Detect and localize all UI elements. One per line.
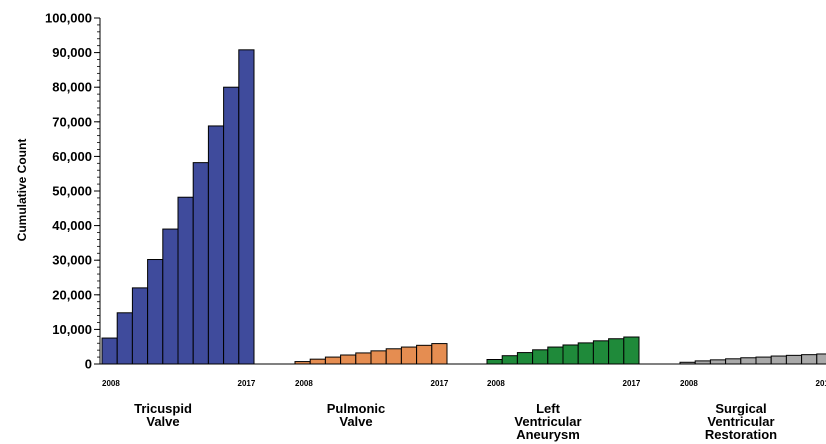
group-label: Surgical [715, 401, 766, 416]
bar [592, 340, 610, 365]
y-tick-label: 20,000 [52, 287, 92, 302]
bar [162, 228, 179, 365]
group-label: Valve [339, 414, 372, 429]
x-year-label-start: 2008 [487, 379, 505, 388]
bar [709, 359, 727, 365]
group-label: Tricuspid [134, 401, 192, 416]
x-labels: 2008 2017 2008 2017 2008 2017 2008 2017 [102, 379, 826, 388]
x-year-label-start: 2008 [102, 379, 120, 388]
group-label: Ventricular [707, 414, 774, 429]
x-year-label-end: 2017 [431, 379, 449, 388]
y-tick-label: 100,000 [45, 11, 92, 26]
bar [192, 162, 209, 365]
bar [516, 352, 534, 365]
bar-group [486, 336, 640, 365]
bar [400, 346, 418, 365]
bar [416, 344, 433, 365]
y-axis-title: Cumulative Count [15, 139, 29, 242]
bar [486, 359, 503, 365]
bar [116, 312, 133, 365]
bar [131, 287, 149, 365]
bar [725, 358, 742, 365]
y-tick-label: 70,000 [52, 114, 92, 129]
bar [532, 349, 549, 365]
bar [740, 357, 757, 365]
bar [147, 259, 164, 365]
y-tick-label: 40,000 [52, 218, 92, 233]
bar [431, 343, 448, 365]
bar [340, 354, 357, 365]
y-tick-label: 80,000 [52, 80, 92, 95]
bar [608, 338, 625, 365]
bar [501, 355, 518, 365]
x-year-label-end: 2017 [623, 379, 641, 388]
bar [355, 352, 372, 365]
y-tick-label: 0 [85, 357, 92, 372]
y-tick-label: 30,000 [52, 253, 92, 268]
group-label: Left [536, 401, 561, 416]
bars [101, 49, 826, 365]
y-tick-label: 60,000 [52, 149, 92, 164]
bar [385, 348, 402, 365]
group-label: Aneurysm [516, 427, 580, 442]
group-label: Ventricular [514, 414, 581, 429]
bar-group [101, 49, 255, 365]
bar [547, 346, 564, 365]
y-tick-label: 90,000 [52, 45, 92, 60]
bar [679, 361, 696, 365]
bar [309, 358, 326, 365]
bar-group [294, 343, 448, 365]
bar [770, 355, 787, 365]
y-tick-label: 10,000 [52, 322, 92, 337]
x-year-label-start: 2008 [295, 379, 313, 388]
bar [207, 125, 225, 365]
bar [694, 360, 711, 365]
bar [101, 337, 118, 365]
group-label: Valve [146, 414, 179, 429]
bar [562, 344, 579, 365]
group-labels: TricuspidValvePulmonicValveLeftVentricul… [134, 401, 777, 442]
x-year-label-end: 2017 [238, 379, 256, 388]
bar [223, 86, 240, 365]
bar-group [679, 353, 826, 365]
y-tick-label: 50,000 [52, 184, 92, 199]
bar [785, 354, 803, 365]
group-label: Pulmonic [327, 401, 386, 416]
bar [623, 336, 640, 365]
bar [177, 196, 194, 365]
bar [324, 356, 342, 365]
bar [755, 356, 772, 365]
x-year-label-end: 2017 [816, 379, 826, 388]
group-label: Restoration [705, 427, 777, 442]
bar [801, 354, 818, 365]
bar [238, 49, 255, 365]
bar [370, 350, 387, 365]
bar [294, 361, 311, 365]
x-year-label-start: 2008 [680, 379, 698, 388]
bar [577, 342, 594, 365]
bar [816, 353, 826, 365]
